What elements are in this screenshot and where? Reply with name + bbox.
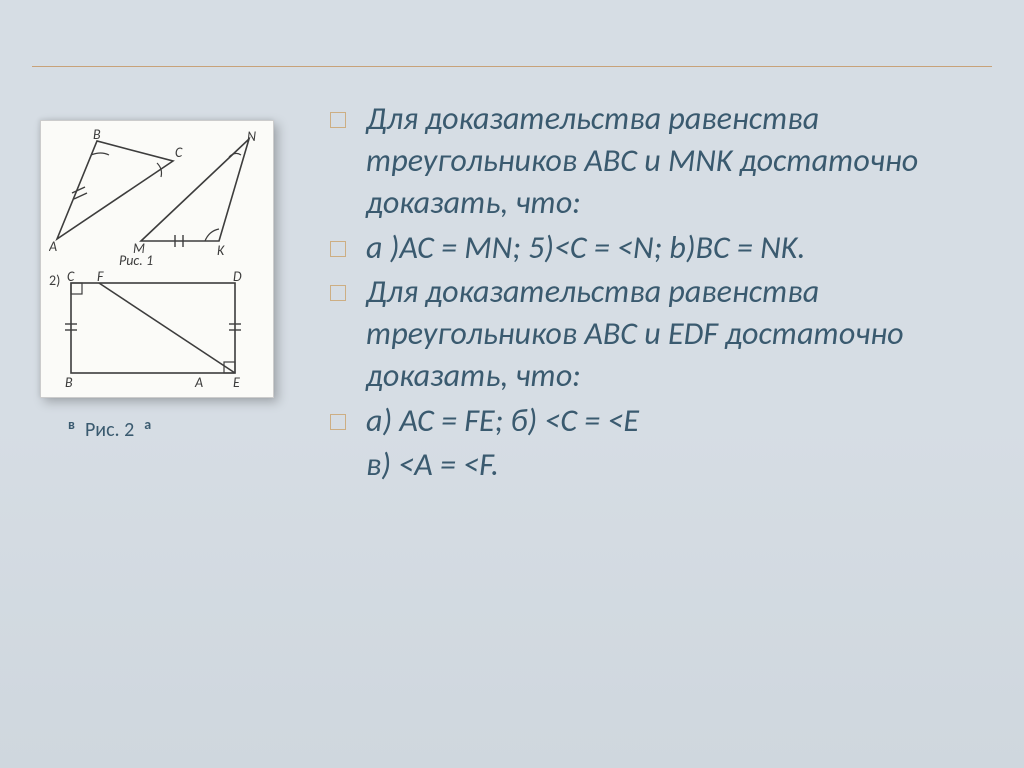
list-item: a) AC = FE; б) <C = <E bbox=[330, 400, 984, 442]
label-C2: C bbox=[67, 269, 75, 285]
label-D2: D bbox=[233, 269, 242, 285]
list-item-text: в) <A = <F. bbox=[366, 445, 499, 484]
label-A2: A bbox=[194, 374, 203, 391]
list-item-text: Для доказательства равенства треугольник… bbox=[366, 272, 904, 395]
content-list: Для доказательства равенства треугольник… bbox=[330, 98, 984, 486]
content-area: Для доказательства равенства треугольник… bbox=[330, 98, 984, 488]
label-B2: B bbox=[65, 374, 73, 391]
list-item-text: Для доказательства равенства треугольник… bbox=[366, 99, 918, 222]
label-A: A bbox=[49, 238, 57, 255]
label-N: N bbox=[247, 129, 256, 145]
list-item: Для доказательства равенства треугольник… bbox=[330, 98, 984, 225]
figure-panel-2: 2) C F D B A E bbox=[49, 269, 265, 391]
caption-left-sup: в bbox=[68, 416, 75, 433]
list-item: в) <A = <F. bbox=[330, 444, 984, 486]
list-item-text: а )AC = MN; 5)<C = <N; b)BC = NK. bbox=[366, 228, 805, 267]
label-B: B bbox=[93, 129, 101, 143]
list-item-text: a) AC = FE; б) <C = <E bbox=[366, 401, 639, 440]
figure-image: B C A N M K Рис. 1 2) bbox=[40, 120, 274, 398]
panel2-index: 2) bbox=[49, 272, 60, 289]
label-K: K bbox=[217, 242, 225, 259]
label-E2: E bbox=[233, 374, 240, 391]
figure2-caption: в Рис. 2 а bbox=[40, 418, 280, 442]
figure-block: B C A N M K Рис. 1 2) bbox=[40, 120, 280, 442]
list-item: а )AC = MN; 5)<C = <N; b)BC = NK. bbox=[330, 227, 984, 269]
title-separator bbox=[32, 66, 992, 67]
caption-right-sup: а bbox=[144, 416, 151, 433]
list-item: Для доказательства равенства треугольник… bbox=[330, 271, 984, 398]
label-C: C bbox=[175, 144, 183, 161]
figure-panel-1: B C A N M K Рис. 1 bbox=[49, 129, 265, 269]
slide: B C A N M K Рис. 1 2) bbox=[0, 0, 1024, 768]
label-F2: F bbox=[97, 269, 104, 285]
caption-text: Рис. 2 bbox=[85, 418, 134, 442]
figure1-caption: Рис. 1 bbox=[119, 252, 153, 269]
